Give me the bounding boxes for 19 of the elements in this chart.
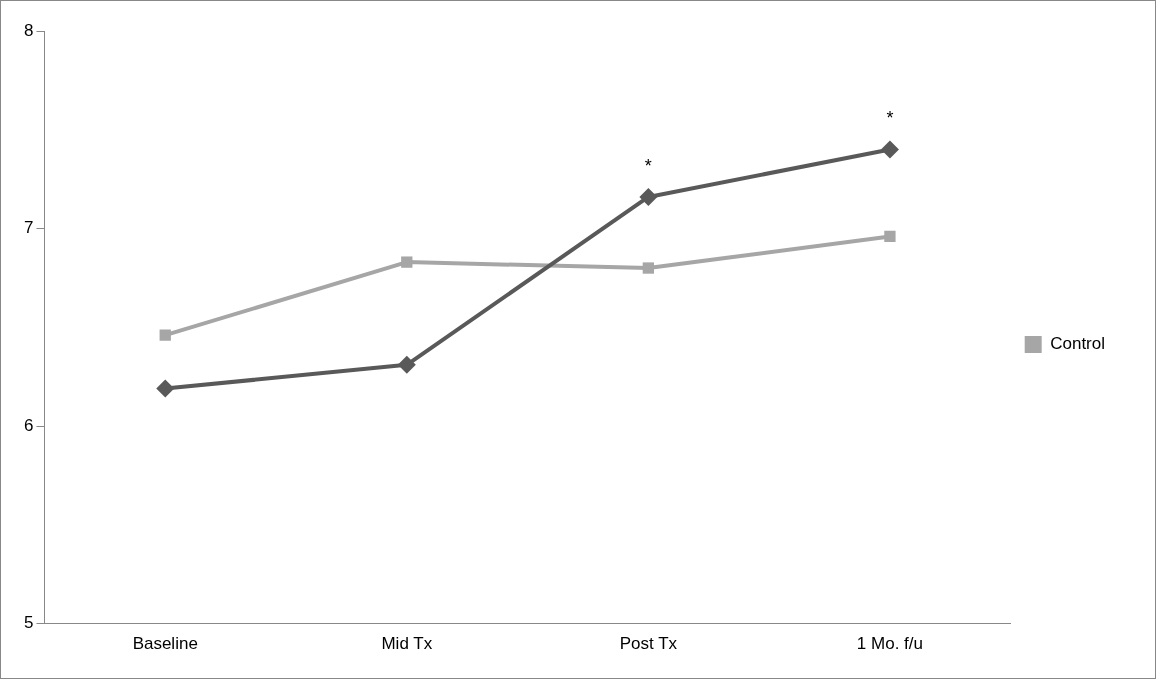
point [880,140,899,159]
x-tick-label: Mid Tx [381,634,433,654]
annotation: * [644,155,652,176]
x-tick-label: Post Tx [619,634,678,654]
x-tick-label: Baseline [132,634,198,654]
point [397,355,416,374]
y-tick-label: 8 [23,20,34,40]
point [639,187,658,206]
point [884,230,896,243]
point [156,379,175,398]
annotation: * [886,108,894,129]
point [642,262,655,274]
point [401,256,413,268]
legend-label: Control [1050,334,1106,354]
point [159,329,171,341]
y-tick-label: 6 [23,415,34,435]
y-tick-label: 7 [23,218,34,238]
y-tick-label: 5 [23,613,34,633]
x-tick-label: 1 Mo. f/u [856,634,923,654]
